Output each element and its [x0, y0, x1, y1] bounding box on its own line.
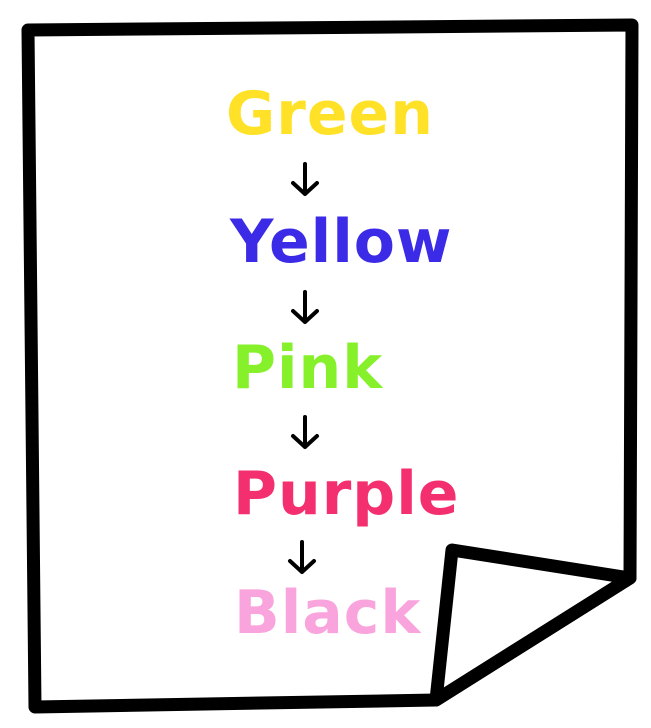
down-arrow-icon	[288, 540, 316, 574]
down-arrow-icon	[291, 162, 319, 196]
word-pink: Pink	[232, 333, 384, 403]
word-purple: Purple	[233, 459, 460, 529]
folded-corner	[429, 543, 637, 707]
word-black: Black	[234, 578, 422, 648]
down-arrow-icon	[291, 415, 319, 449]
word-green: Green	[226, 79, 434, 149]
word-yellow: Yellow	[230, 207, 453, 277]
down-arrow-icon	[291, 290, 319, 324]
